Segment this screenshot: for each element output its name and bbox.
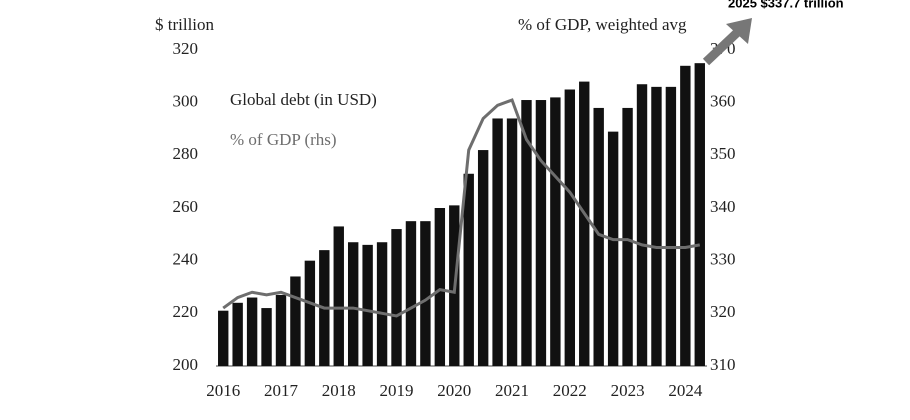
arrow xyxy=(702,18,752,66)
bar xyxy=(593,107,604,366)
bar xyxy=(218,310,229,366)
bar xyxy=(477,150,489,366)
bar xyxy=(275,294,287,366)
bar xyxy=(232,302,243,366)
legend-entry: % of GDP (rhs) xyxy=(230,130,337,149)
left-axis-label: $ trillion xyxy=(155,15,215,34)
bar xyxy=(304,260,316,366)
x-tick-label: 2019 xyxy=(380,381,414,400)
bar xyxy=(362,244,373,366)
x-tick-label: 2024 xyxy=(668,381,703,400)
y-tick-label: 300 xyxy=(173,92,199,111)
x-tick-label: 2021 xyxy=(495,381,529,400)
x-tick-label: 2020 xyxy=(437,381,471,400)
y2-tick-label: 350 xyxy=(710,144,736,163)
bar xyxy=(492,118,503,366)
x-tick-label: 2023 xyxy=(611,381,645,400)
bar xyxy=(665,86,677,366)
bar xyxy=(607,131,619,366)
bar xyxy=(535,100,547,367)
right-axis-label: % of GDP, weighted avg xyxy=(518,15,687,34)
bar xyxy=(261,308,272,366)
bar xyxy=(376,242,388,366)
y2-tick-label: 320 xyxy=(710,302,736,321)
bar xyxy=(391,229,402,366)
bar xyxy=(636,84,648,366)
bar xyxy=(550,97,561,367)
bar xyxy=(521,100,532,367)
bar xyxy=(694,63,705,367)
bar xyxy=(405,221,417,366)
bar xyxy=(622,107,633,366)
legend-entry: Global debt (in USD) xyxy=(230,90,377,109)
x-tick-label: 2017 xyxy=(264,381,299,400)
bar xyxy=(420,221,431,366)
bar xyxy=(434,208,446,366)
bar xyxy=(246,297,258,366)
y2-tick-label: 340 xyxy=(710,197,736,216)
bar xyxy=(564,89,576,366)
bar xyxy=(333,226,344,366)
line xyxy=(222,98,701,318)
y-tick-label: 320 xyxy=(173,39,199,58)
x-tick-label: 2016 xyxy=(206,381,240,400)
y-tick-label: 220 xyxy=(173,302,199,321)
bar xyxy=(506,118,518,366)
y2-tick-label: 310 xyxy=(710,355,736,374)
y-tick-label: 280 xyxy=(173,144,199,163)
y-tick-label: 260 xyxy=(173,197,199,216)
y-tick-label: 200 xyxy=(173,355,199,374)
bar xyxy=(680,65,691,367)
bar xyxy=(651,86,662,366)
bar xyxy=(579,81,590,366)
y2-tick-label: 360 xyxy=(710,92,736,111)
y2-tick-label: 330 xyxy=(710,250,736,269)
bar xyxy=(463,173,474,366)
x-tick-label: 2022 xyxy=(553,381,587,400)
bar xyxy=(347,242,359,366)
x-tick-label: 2018 xyxy=(322,381,356,400)
bar xyxy=(290,276,301,366)
annotation: 2025 $337.7 trillion xyxy=(728,0,844,10)
y-tick-label: 240 xyxy=(173,250,199,269)
